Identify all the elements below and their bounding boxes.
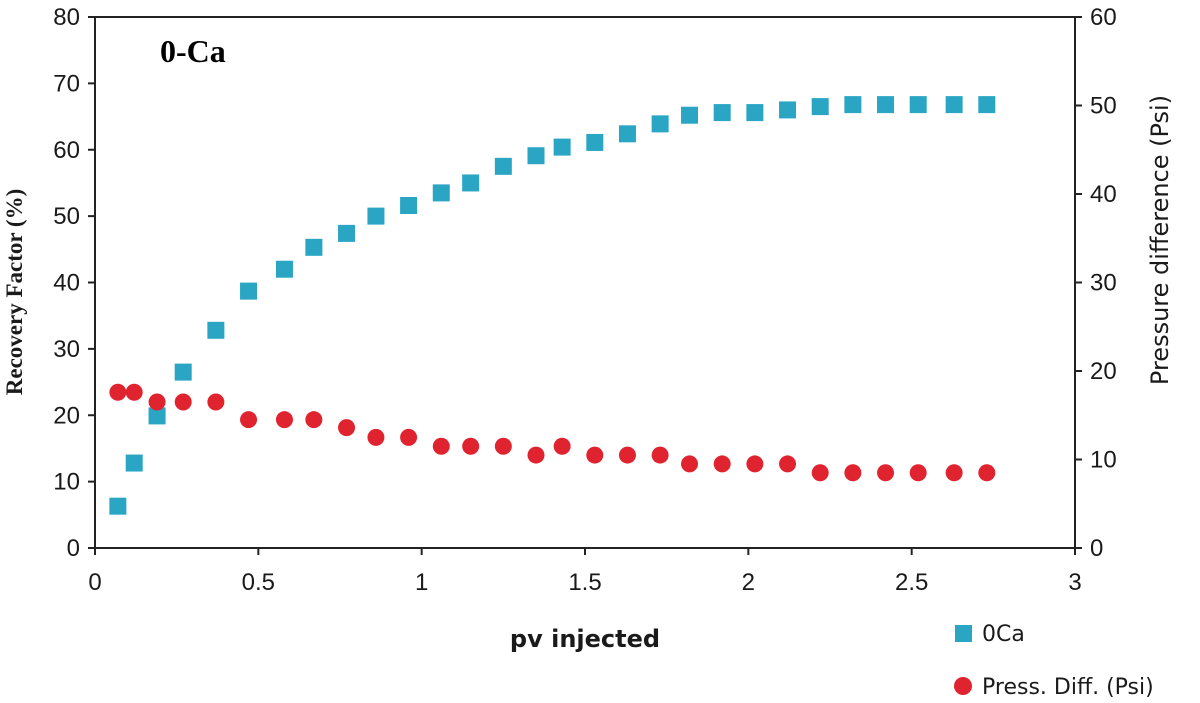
data-point-square: [909, 96, 927, 114]
y2-tick-label: 30: [1090, 270, 1117, 297]
y-tick-label: 10: [53, 469, 80, 496]
data-point-circle: [432, 437, 450, 455]
series-layer: [109, 96, 996, 515]
data-point-square: [527, 147, 545, 165]
data-point-circle: [305, 411, 323, 429]
data-point-circle: [148, 393, 166, 411]
data-point-circle: [844, 464, 862, 482]
data-point-circle: [811, 464, 829, 482]
data-point-square: [462, 174, 480, 192]
series-1: [109, 96, 996, 515]
data-point-square: [109, 497, 127, 515]
data-point-square: [367, 207, 385, 225]
data-point-circle: [945, 464, 963, 482]
data-point-circle: [779, 455, 797, 473]
legend: 0Ca Press. Diff. (Psi): [954, 622, 1154, 700]
data-point-square: [779, 101, 797, 119]
data-point-circle: [240, 411, 258, 429]
data-point-square: [240, 282, 258, 300]
series-2: [109, 383, 996, 482]
data-point-circle: [618, 446, 636, 464]
data-point-square: [148, 407, 166, 425]
data-point-circle: [494, 437, 512, 455]
data-point-circle: [909, 464, 927, 482]
data-point-square: [305, 238, 323, 256]
data-point-circle: [207, 393, 225, 411]
data-point-square: [494, 157, 512, 175]
y-tick-label: 50: [53, 203, 80, 230]
data-point-square: [811, 98, 829, 116]
data-point-circle: [681, 455, 699, 473]
data-point-circle: [125, 383, 143, 401]
y-tick-label: 40: [53, 270, 80, 297]
plot-frame: [94, 16, 1076, 549]
y-tick-label: 30: [53, 336, 80, 363]
data-point-circle: [746, 455, 764, 473]
x-axis-label: pv injected: [510, 625, 660, 653]
data-point-circle: [877, 464, 895, 482]
data-point-circle: [174, 393, 192, 411]
y-axis-label: Recovery Factor (%): [2, 189, 27, 395]
data-point-square: [618, 125, 636, 143]
y-tick-label: 70: [53, 70, 80, 97]
y-axis-ticks: 0 10 20 30 40 50 60 70 80: [53, 4, 95, 562]
data-point-square: [338, 224, 356, 242]
data-point-circle: [400, 428, 418, 446]
chart-title: 0-Ca: [160, 33, 226, 69]
data-point-square: [978, 96, 996, 114]
y2-tick-label: 20: [1090, 358, 1117, 385]
data-point-square: [553, 138, 571, 156]
y-tick-label: 60: [53, 137, 80, 164]
data-point-circle: [978, 464, 996, 482]
data-point-circle: [586, 446, 604, 464]
y2-tick-label: 10: [1090, 447, 1117, 474]
x-tick-label: 0: [88, 569, 101, 596]
x-tick-label: 1: [415, 569, 428, 596]
y2-tick-label: 0: [1090, 535, 1103, 562]
data-point-circle: [462, 437, 480, 455]
data-point-square: [844, 96, 862, 114]
data-point-square: [275, 260, 293, 278]
data-point-square: [400, 197, 418, 215]
legend-label-series-1: 0Ca: [982, 622, 1025, 647]
data-point-circle: [367, 428, 385, 446]
data-point-square: [877, 96, 895, 114]
x-tick-label: 2: [742, 569, 755, 596]
data-point-circle: [553, 437, 571, 455]
data-point-square: [207, 321, 225, 339]
data-point-square: [746, 104, 764, 122]
x-tick-label: 0.5: [242, 569, 275, 596]
data-point-circle: [713, 455, 731, 473]
data-point-circle: [651, 446, 669, 464]
y-tick-label: 20: [53, 402, 80, 429]
x-tick-label: 3: [1068, 569, 1081, 596]
data-point-circle: [527, 446, 545, 464]
data-point-square: [681, 106, 699, 124]
y-tick-label: 80: [53, 4, 80, 31]
data-point-circle: [109, 383, 127, 401]
data-point-square: [651, 115, 669, 133]
data-point-circle: [275, 411, 293, 429]
data-point-square: [174, 363, 192, 381]
legend-circle-marker: [954, 677, 972, 695]
data-point-square: [713, 104, 731, 122]
data-point-square: [586, 133, 604, 151]
y2-axis-label: Pressure difference (Psi): [1146, 95, 1174, 385]
y2-axis-ticks: 0 10 20 30 40 50 60: [1075, 4, 1117, 562]
legend-square-marker: [955, 625, 972, 642]
x-tick-label: 1.5: [568, 569, 601, 596]
y2-tick-label: 60: [1090, 4, 1117, 31]
data-point-square: [432, 184, 450, 202]
data-point-circle: [338, 419, 356, 437]
x-axis-ticks: 0 0.5 1 1.5 2 2.5 3: [88, 548, 1082, 596]
legend-label-series-2: Press. Diff. (Psi): [982, 675, 1154, 700]
y2-tick-label: 50: [1090, 93, 1117, 120]
data-point-square: [945, 96, 963, 114]
y2-tick-label: 40: [1090, 181, 1117, 208]
data-point-square: [125, 454, 143, 472]
x-tick-label: 2.5: [895, 569, 928, 596]
y-tick-label: 0: [67, 535, 80, 562]
